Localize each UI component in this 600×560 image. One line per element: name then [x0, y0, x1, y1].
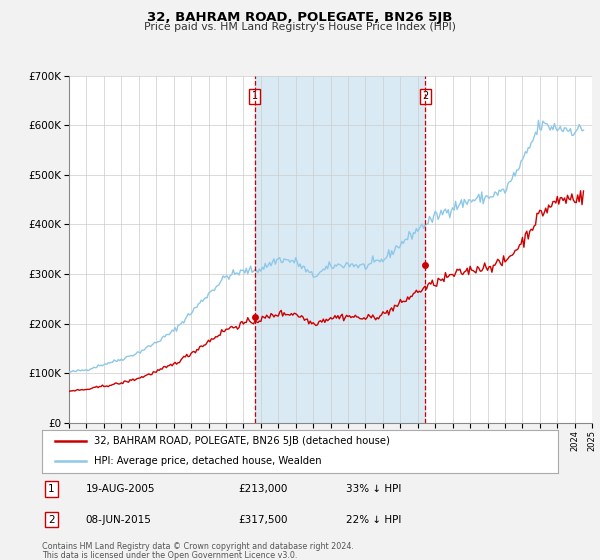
- Text: £317,500: £317,500: [238, 515, 287, 525]
- Text: £213,000: £213,000: [238, 484, 287, 494]
- Text: 1: 1: [251, 91, 257, 101]
- Text: This data is licensed under the Open Government Licence v3.0.: This data is licensed under the Open Gov…: [42, 551, 298, 560]
- Text: 32, BAHRAM ROAD, POLEGATE, BN26 5JB: 32, BAHRAM ROAD, POLEGATE, BN26 5JB: [148, 11, 452, 24]
- Text: 22% ↓ HPI: 22% ↓ HPI: [346, 515, 402, 525]
- Text: 1: 1: [48, 484, 55, 494]
- Bar: [254, 76, 425, 423]
- Text: 2: 2: [422, 91, 428, 101]
- Text: 08-JUN-2015: 08-JUN-2015: [86, 515, 152, 525]
- Text: 33% ↓ HPI: 33% ↓ HPI: [346, 484, 402, 494]
- Text: Contains HM Land Registry data © Crown copyright and database right 2024.: Contains HM Land Registry data © Crown c…: [42, 542, 354, 551]
- Text: 19-AUG-2005: 19-AUG-2005: [86, 484, 155, 494]
- Text: 2: 2: [48, 515, 55, 525]
- Text: Price paid vs. HM Land Registry's House Price Index (HPI): Price paid vs. HM Land Registry's House …: [144, 22, 456, 32]
- Text: 32, BAHRAM ROAD, POLEGATE, BN26 5JB (detached house): 32, BAHRAM ROAD, POLEGATE, BN26 5JB (det…: [94, 436, 389, 446]
- Text: HPI: Average price, detached house, Wealden: HPI: Average price, detached house, Weal…: [94, 456, 321, 466]
